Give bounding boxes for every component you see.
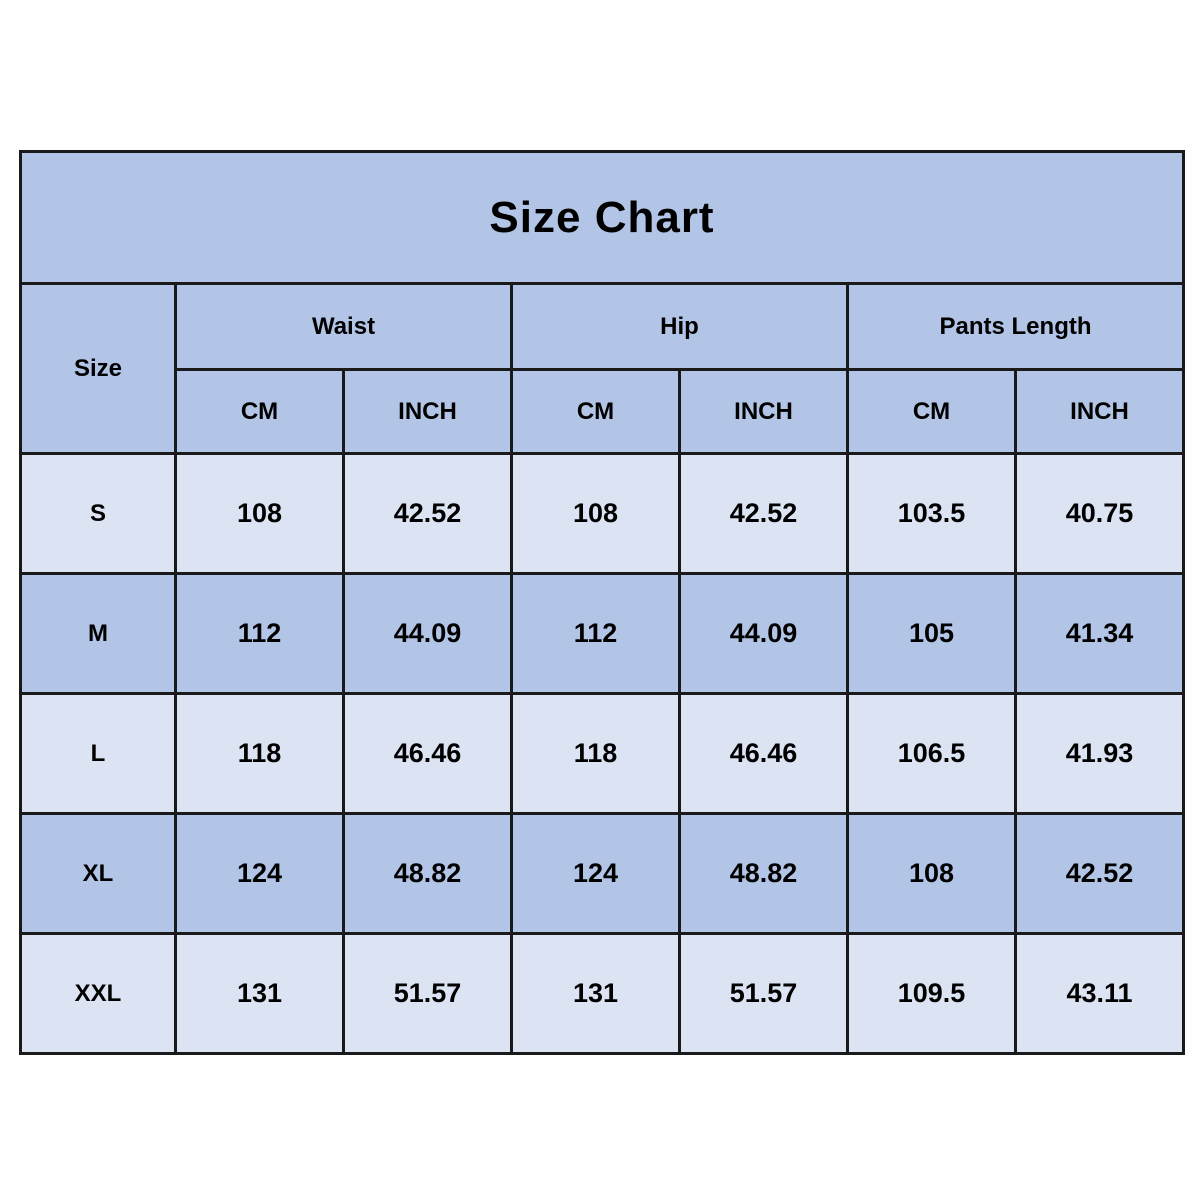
table-cell: 112 <box>174 572 345 695</box>
table-cell: 43.11 <box>1013 932 1186 1055</box>
unit-header-waist-inch: INCH <box>342 368 513 455</box>
row-size-label: XXL <box>19 932 177 1055</box>
table-row-m: M 112 44.09 112 44.09 105 41.34 <box>19 572 1186 695</box>
table-cell: 46.46 <box>678 692 849 815</box>
row-size-label: S <box>19 452 177 575</box>
size-chart-table: Size Chart Size Waist Hip Pants Length C… <box>18 150 1186 1055</box>
row-size-label: XL <box>19 812 177 935</box>
table-cell: 42.52 <box>342 452 513 575</box>
row-size-label: M <box>19 572 177 695</box>
unit-header-hip-cm: CM <box>510 368 681 455</box>
table-cell: 51.57 <box>342 932 513 1055</box>
table-cell: 44.09 <box>342 572 513 695</box>
column-header-size: Size <box>19 282 177 455</box>
table-cell: 46.46 <box>342 692 513 815</box>
table-cell: 112 <box>510 572 681 695</box>
table-cell: 131 <box>510 932 681 1055</box>
table-cell: 48.82 <box>342 812 513 935</box>
table-cell: 108 <box>510 452 681 575</box>
table-cell: 40.75 <box>1013 452 1186 575</box>
unit-header-pants-cm: CM <box>846 368 1017 455</box>
table-cell: 41.34 <box>1013 572 1186 695</box>
unit-header-row: CM INCH CM INCH CM INCH <box>21 368 1186 455</box>
table-cell: 108 <box>174 452 345 575</box>
table-row-l: L 118 46.46 118 46.46 106.5 41.93 <box>19 692 1186 815</box>
table-cell: 131 <box>174 932 345 1055</box>
table-cell: 48.82 <box>678 812 849 935</box>
table-cell: 41.93 <box>1013 692 1186 815</box>
table-cell: 51.57 <box>678 932 849 1055</box>
column-group-waist: Waist <box>174 282 513 371</box>
table-cell: 105 <box>846 572 1017 695</box>
table-cell: 106.5 <box>846 692 1017 815</box>
table-cell: 108 <box>846 812 1017 935</box>
table-cell: 124 <box>510 812 681 935</box>
row-size-label: L <box>19 692 177 815</box>
unit-header-pants-inch: INCH <box>1013 368 1186 455</box>
table-cell: 124 <box>174 812 345 935</box>
table-cell: 109.5 <box>846 932 1017 1055</box>
title-row: Size Chart <box>18 150 1186 285</box>
table-cell: 103.5 <box>846 452 1017 575</box>
column-group-hip: Hip <box>510 282 849 371</box>
column-group-pants-length: Pants Length <box>845 282 1186 371</box>
unit-header-hip-inch: INCH <box>678 368 849 455</box>
unit-header-waist-cm: CM <box>174 368 345 455</box>
table-row-xxl: XXL 131 51.57 131 51.57 109.5 43.11 <box>19 932 1186 1055</box>
table-cell: 118 <box>174 692 345 815</box>
table-cell: 42.52 <box>1013 812 1186 935</box>
table-cell: 118 <box>510 692 681 815</box>
table-row-xl: XL 124 48.82 124 48.82 108 42.52 <box>19 812 1186 935</box>
chart-title: Size Chart <box>18 150 1186 285</box>
table-cell: 42.52 <box>678 452 849 575</box>
table-row-s: S 108 42.52 108 42.52 103.5 40.75 <box>19 452 1186 575</box>
group-header-row: Size Waist Hip Pants Length <box>19 282 1186 455</box>
table-cell: 44.09 <box>678 572 849 695</box>
